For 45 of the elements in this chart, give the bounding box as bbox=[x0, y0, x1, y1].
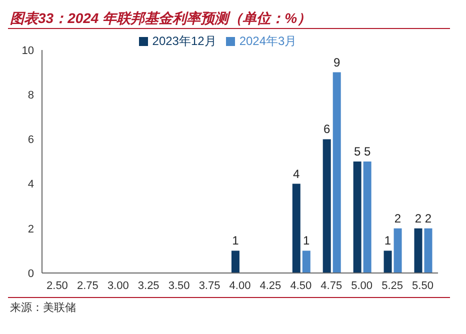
x-tick-label: 4.50 bbox=[290, 280, 312, 292]
data-label: 1 bbox=[384, 234, 392, 248]
x-tick-label: 3.25 bbox=[138, 280, 160, 292]
x-tick-label: 2.50 bbox=[46, 280, 68, 292]
x-tick-label: 5.25 bbox=[382, 280, 404, 292]
x-tick-label: 5.00 bbox=[351, 280, 373, 292]
bar bbox=[292, 184, 300, 273]
chart-title: 图表33：2024 年联邦基金利率预测（单位：%） bbox=[8, 8, 450, 29]
bar bbox=[424, 228, 432, 273]
x-tick-label: 4.25 bbox=[260, 280, 282, 292]
bar bbox=[353, 162, 362, 273]
x-tick-label: 4.00 bbox=[229, 280, 251, 292]
y-tick-label: 0 bbox=[28, 268, 34, 280]
x-tick-label: 3.50 bbox=[168, 280, 190, 292]
data-label: 5 bbox=[364, 144, 371, 158]
data-label: 2 bbox=[414, 211, 422, 226]
data-label: 6 bbox=[324, 122, 331, 136]
legend-label: 2024年3月 bbox=[239, 34, 297, 48]
source-note: 来源：美联储 bbox=[10, 300, 450, 315]
data-label: 9 bbox=[334, 55, 341, 70]
data-label: 2 bbox=[424, 211, 432, 226]
y-tick-label: 8 bbox=[28, 90, 34, 102]
data-label: 4 bbox=[293, 166, 300, 181]
bar bbox=[394, 228, 402, 273]
data-label: 1 bbox=[303, 234, 310, 248]
bar bbox=[384, 250, 392, 273]
bar bbox=[332, 72, 341, 273]
x-tick-label: 5.50 bbox=[412, 280, 434, 292]
bar bbox=[414, 228, 422, 273]
x-tick-label: 3.00 bbox=[107, 280, 129, 292]
legend-label: 2023年12月 bbox=[152, 34, 216, 48]
data-label: 5 bbox=[354, 144, 361, 158]
y-tick-label: 4 bbox=[28, 178, 34, 191]
y-tick-label: 6 bbox=[28, 134, 34, 146]
bar bbox=[302, 250, 310, 273]
data-label: 1 bbox=[232, 234, 240, 248]
bar bbox=[363, 162, 372, 273]
y-tick-label: 10 bbox=[22, 44, 34, 57]
x-tick-label: 4.75 bbox=[320, 280, 342, 292]
bar bbox=[231, 250, 240, 273]
bar bbox=[322, 139, 331, 273]
y-tick-label: 2 bbox=[28, 223, 34, 236]
x-tick-label: 3.75 bbox=[198, 280, 220, 292]
x-tick-label: 2.75 bbox=[76, 280, 98, 292]
data-label: 2 bbox=[394, 211, 402, 226]
